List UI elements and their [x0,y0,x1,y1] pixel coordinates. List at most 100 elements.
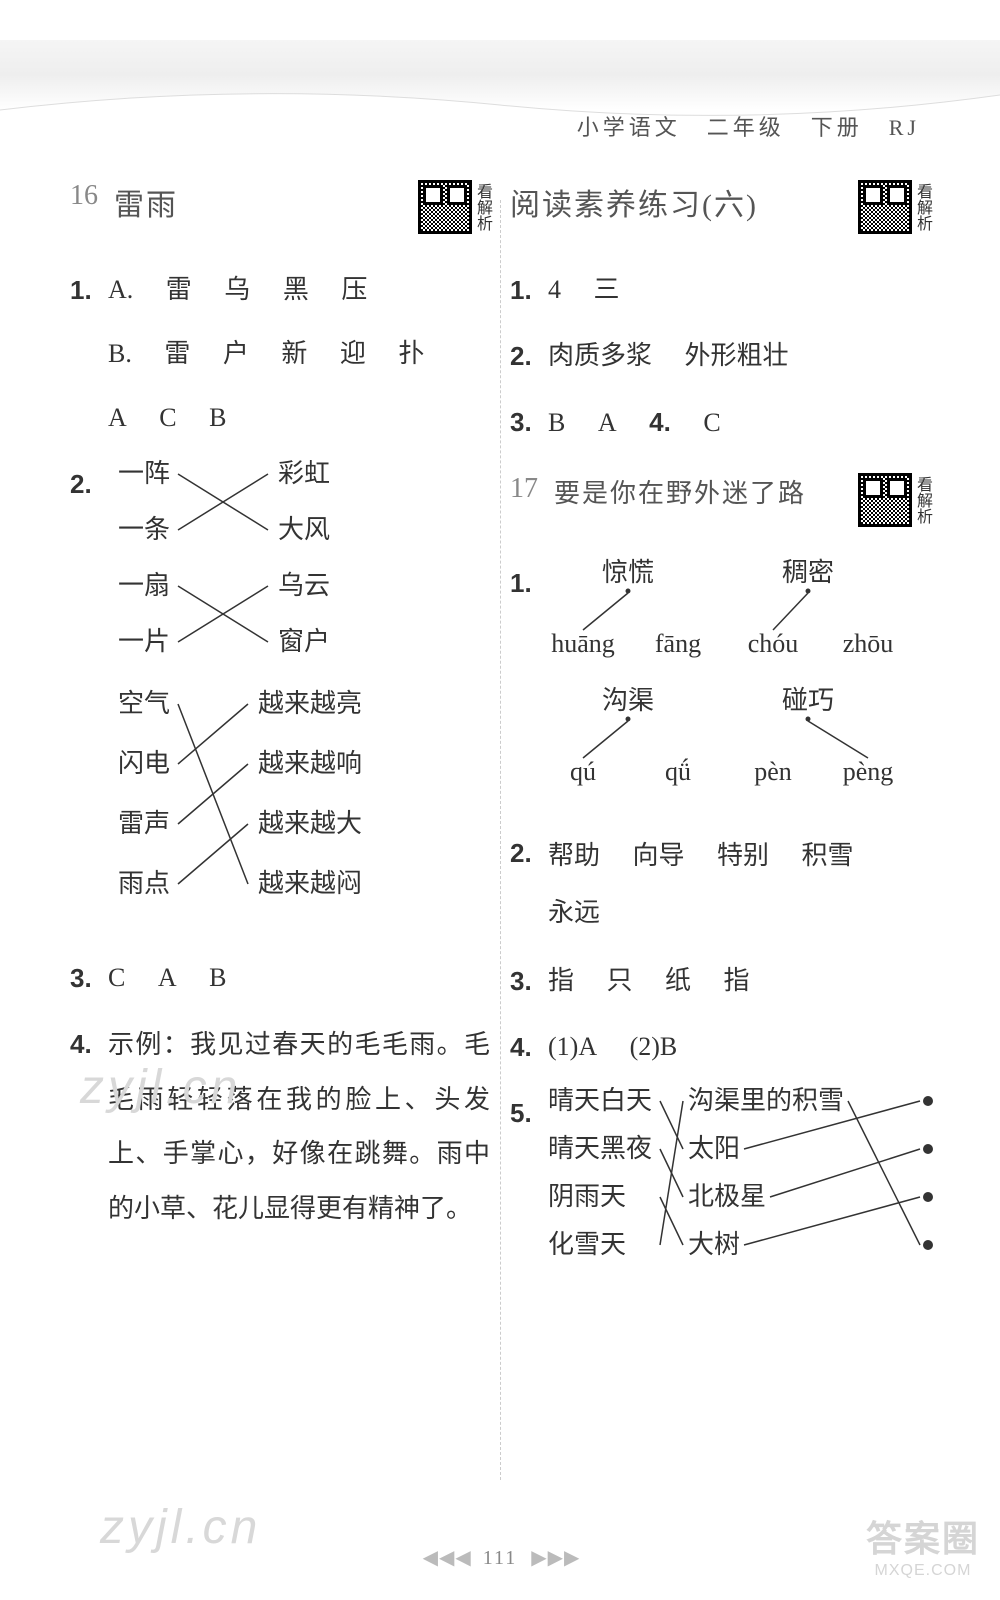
q2: 2. 一阵一条一扇一片彩虹大风乌云窗户 空气闪电雷声雨点越来越亮越来越响越来越大… [70,458,490,938]
match-diagram-q5: 晴天白天晴天黑夜阴雨天化雪天沟渠里的积雪太阳北极星大树 [548,1087,948,1297]
q-body: 指 只 纸 指 [548,955,930,1007]
main-content: 16 雷雨 看解析 1. A. 雷 乌 黑 压 B. 雷 [60,180,940,1520]
q-number: 3. [70,952,108,1004]
section-number: 16 [70,180,98,212]
corner-watermark: 答案圈 MXQE.COM [866,1510,980,1580]
svg-text:大风: 大风 [278,515,330,544]
s17-q4: 4. (1)A (2)B [510,1021,930,1073]
svg-text:晴天黑夜: 晴天黑夜 [548,1134,652,1163]
corner-small: MXQE.COM [866,1562,980,1580]
svg-text:太阳: 太阳 [688,1134,740,1163]
q-body: B A 4. C [548,396,930,449]
q-body: 帮助 向导 特别 积雪 永远 [548,827,930,941]
svg-text:huāng: huāng [551,629,615,658]
triangle-right-icon: ▶ ▶ ▶ [531,1547,577,1569]
svg-text:闪电: 闪电 [118,749,170,778]
page-footer: ◀ ◀ ◀ 111 ▶ ▶ ▶ [0,1545,1000,1570]
match-diagram-2: 空气闪电雷声雨点 越来越亮越来越响越来越大越来越闷 [108,688,428,938]
q-body: 惊慌稠密huāngfāngchóuzhōu 沟渠碰巧qúqǘpènpèng [548,557,930,813]
svg-text:阴雨天: 阴雨天 [548,1182,626,1211]
qr-label: 看解析 [474,183,490,231]
section-17-header: 17 要是你在野外迷了路 看解析 [510,473,930,527]
left-column: 16 雷雨 看解析 1. A. 雷 乌 黑 压 B. 雷 [60,180,500,1520]
svg-text:沟渠里的积雪: 沟渠里的积雪 [688,1087,844,1115]
s17-q2: 2. 帮助 向导 特别 积雪 永远 [510,827,930,941]
q-body: (1)A (2)B [548,1021,930,1073]
svg-text:雨点: 雨点 [118,869,170,898]
q-body: 一阵一条一扇一片彩虹大风乌云窗户 空气闪电雷声雨点越来越亮越来越响越来越大越来越… [108,458,490,938]
q-body: 晴天白天晴天黑夜阴雨天化雪天沟渠里的积雪太阳北极星大树 [548,1087,948,1315]
q-body: 4 三 [548,264,930,316]
reading-6-header: 阅读素养练习(六) 看解析 [510,180,930,234]
q-number: 4. [510,1021,548,1073]
svg-text:一片: 一片 [118,627,170,656]
svg-text:彩虹: 彩虹 [278,459,330,488]
q-body: A. 雷 乌 黑 压 B. 雷 户 新 迎 扑 A C B [108,264,490,444]
svg-text:越来越闷: 越来越闷 [258,869,362,898]
page-number: 111 [483,1547,518,1569]
q-number: 3. [510,396,548,449]
q-body: 肉质多浆 外形粗壮 [548,330,930,382]
q1: 1. A. 雷 乌 黑 压 B. 雷 户 新 迎 扑 A [70,264,490,444]
section-title: 要是你在野外迷了路 [554,473,842,510]
q3: 3. C A B [70,952,490,1004]
svg-text:越来越亮: 越来越亮 [258,689,362,718]
r-q3: 3. B A 4. C [510,396,930,449]
svg-text:惊慌: 惊慌 [602,558,654,587]
svg-text:pèn: pèn [754,757,792,786]
svg-text:北极星: 北极星 [688,1182,766,1211]
right-column: 阅读素养练习(六) 看解析 1. 4 三 2. 肉质多浆 外形粗壮 3. B [500,180,940,1520]
s17-q3: 3. 指 只 纸 指 [510,955,930,1007]
q-number: 2. [70,458,108,938]
svg-text:一条: 一条 [118,515,170,544]
label: B. [108,328,132,380]
qr-block: 看解析 [858,473,930,527]
section-16-header: 16 雷雨 看解析 [70,180,490,234]
svg-text:chóu: chóu [748,629,799,658]
svg-text:雷声: 雷声 [118,809,170,838]
r-q2: 2. 肉质多浆 外形粗壮 [510,330,930,382]
q-number: 3. [510,955,548,1007]
s17-q1: 1. 惊慌稠密huāngfāngchóuzhōu 沟渠碰巧qúqǘpènpèng [510,557,930,813]
svg-text:稠密: 稠密 [782,558,834,587]
q-body: 示例：我见过春天的毛毛雨。毛毛雨轻轻落在我的脸上、头发上、手掌心，好像在跳舞。雨… [108,1018,490,1236]
q-number: 1. [510,557,548,813]
svg-text:pèng: pèng [843,757,894,786]
svg-text:空气: 空气 [118,689,170,718]
section-title: 阅读素养练习(六) [510,180,842,224]
label: A. [108,264,133,316]
qr-label: 看解析 [914,476,930,524]
svg-text:沟渠: 沟渠 [602,686,654,715]
svg-text:qú: qú [570,757,596,786]
q-number: 1. [70,264,108,444]
svg-text:乌云: 乌云 [278,571,330,600]
svg-text:越来越大: 越来越大 [258,809,362,838]
corner-big: 答案圈 [866,1510,980,1562]
q-number: 2. [510,330,548,382]
section-title: 雷雨 [114,180,402,224]
svg-text:一扇: 一扇 [118,571,170,600]
header-breadcrumb: 小学语文 二年级 下册 RJ [577,110,920,142]
svg-text:zhōu: zhōu [843,629,894,658]
q-body: C A B [108,952,490,1004]
q-number: 5. [510,1087,548,1315]
pinyin-match-2: 沟渠 碰巧 qú qǘ pèn pèng [548,685,928,795]
qr-block: 看解析 [858,180,930,234]
s17-q5: 5. 晴天白天晴天黑夜阴雨天化雪天沟渠里的积雪太阳北极星大树 [510,1087,930,1315]
svg-text:大树: 大树 [688,1230,740,1259]
svg-text:化雪天: 化雪天 [548,1230,626,1259]
svg-text:越来越响: 越来越响 [258,749,362,778]
match-diagram-1: 一阵一条一扇一片彩虹大风乌云窗户 [108,458,408,688]
svg-text:qǘ: qǘ [665,757,691,786]
section-number: 17 [510,473,538,505]
qr-icon [418,180,472,234]
svg-text:窗户: 窗户 [278,627,330,656]
qr-block: 看解析 [418,180,490,234]
qr-icon [858,473,912,527]
qr-icon [858,180,912,234]
pinyin-match-1: 惊慌稠密huāngfāngchóuzhōu [548,557,928,667]
triangle-left-icon: ◀ ◀ ◀ [423,1547,469,1569]
q-number: 1. [510,264,548,316]
r-q1: 1. 4 三 [510,264,930,316]
svg-text:碰巧: 碰巧 [782,686,834,715]
